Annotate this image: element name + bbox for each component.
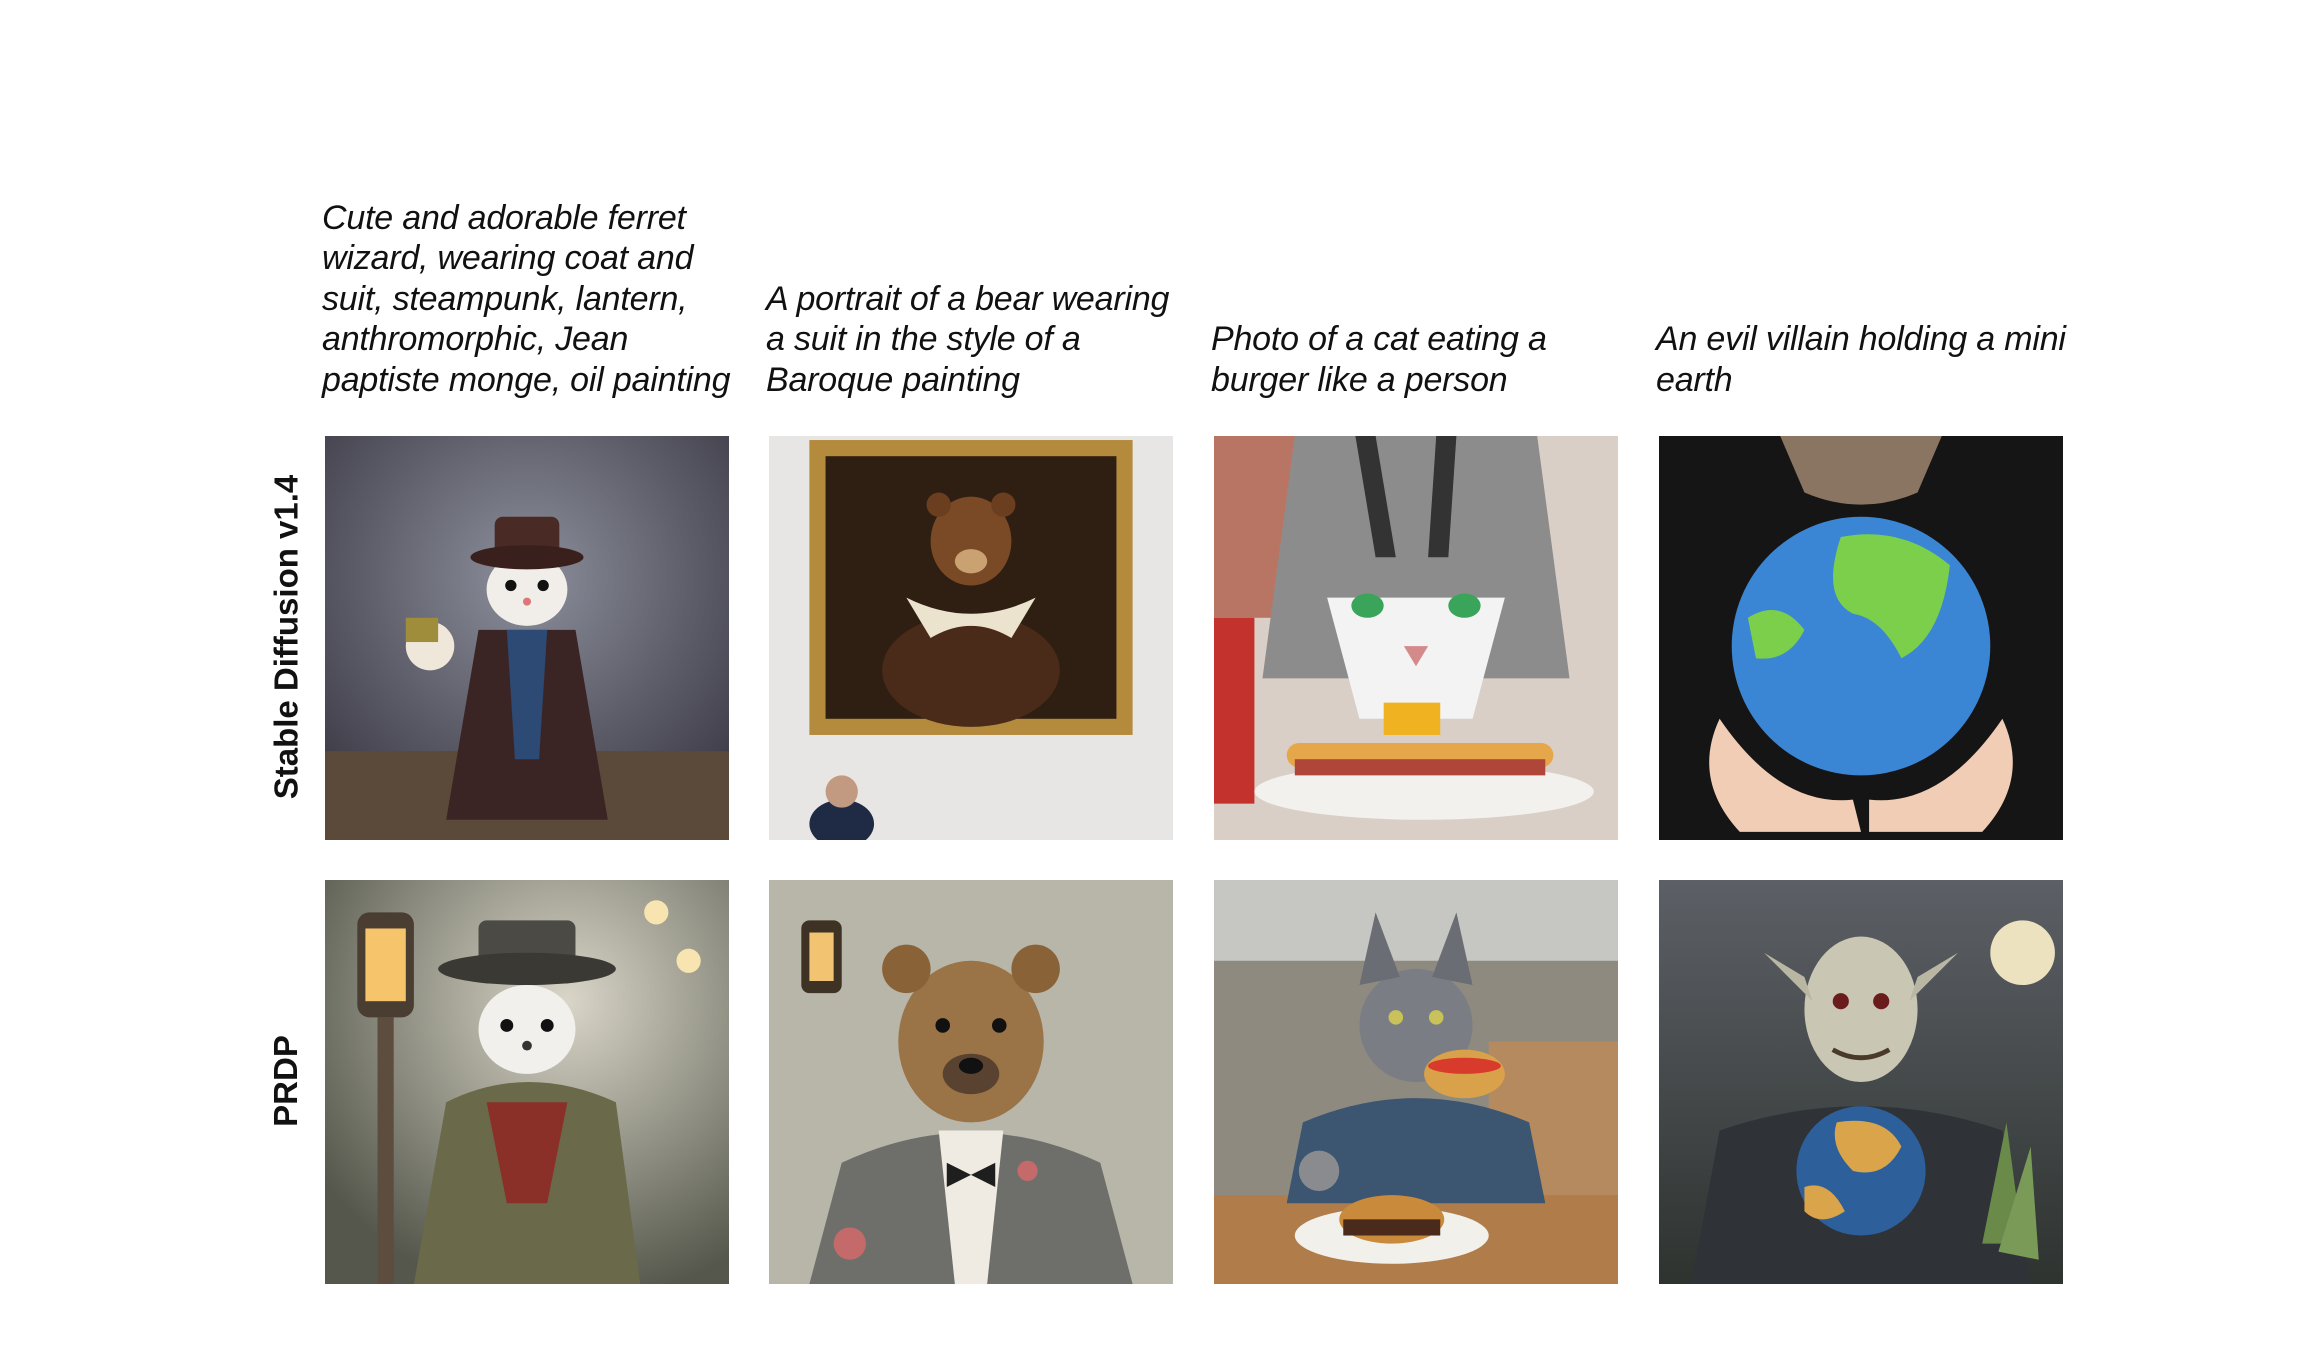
prompt-caption-3: Photo of a cat eating a burger like a pe… [1211,320,1547,399]
row-label-stable-diffusion: Stable Diffusion v1.4 [267,474,305,800]
row-label-prdp: PRDP [267,1035,304,1127]
villain-globe-image [1659,880,2063,1284]
ferret-wizard-image [325,436,729,840]
hands-holding-globe-image [1659,436,2063,840]
prompt-caption-2: A portrait of a bear wearing a suit in t… [766,279,1170,399]
bear-portrait-frame-image [769,436,1173,840]
bear-suit-image [769,880,1173,1284]
ferret-steampunk-image [325,880,729,1284]
cat-eating-burger-image [1214,880,1618,1284]
cat-burger-closeup-image [1214,436,1618,840]
prompt-caption-1: Cute and adorable ferret wizard, wearing… [322,198,731,399]
prompt-caption-4: An evil villain holding a mini earth [1656,320,2066,399]
